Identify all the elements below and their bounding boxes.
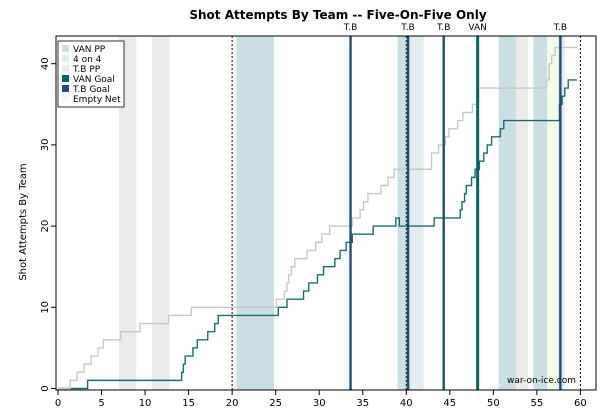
x-tick-label: 15 xyxy=(182,398,195,409)
x-tick-label: 5 xyxy=(98,398,104,409)
chart-title: Shot Attempts By Team -- Five-On-Five On… xyxy=(189,8,486,22)
x-tick-label: 10 xyxy=(139,398,152,409)
y-tick-label: 0 xyxy=(40,385,51,391)
y-tick-label: 10 xyxy=(40,301,51,314)
legend-swatch xyxy=(62,95,69,102)
legend-label: T.B PP xyxy=(72,65,101,75)
credit-label: war-on-ice.com xyxy=(507,376,576,386)
x-tick-label: 20 xyxy=(226,398,239,409)
region-tb-pp xyxy=(152,36,170,390)
legend-label: VAN Goal xyxy=(73,75,115,85)
x-tick-label: 45 xyxy=(443,398,456,409)
y-axis-label: Shot Attempts By Team xyxy=(18,163,29,280)
x-tick-label: 30 xyxy=(313,398,326,409)
legend-swatch xyxy=(62,85,69,92)
legend-swatch xyxy=(62,75,69,82)
goal-label: VAN xyxy=(468,23,486,33)
x-tick-label: 55 xyxy=(530,398,543,409)
x-tick-label: 40 xyxy=(400,398,413,409)
goal-label: T.B xyxy=(400,23,414,33)
tb-attempts-line xyxy=(58,46,577,390)
goal-label: T.B xyxy=(553,23,567,33)
goal-label: T.B xyxy=(436,23,450,33)
y-tick-label: 30 xyxy=(40,139,51,152)
x-tick-label: 0 xyxy=(55,398,61,409)
legend-label: Empty Net xyxy=(73,95,121,105)
x-tick-label: 25 xyxy=(269,398,282,409)
legend-label: VAN PP xyxy=(73,45,106,55)
legend-swatch xyxy=(62,65,69,72)
period-breaks xyxy=(231,36,581,390)
y-tick-label: 40 xyxy=(40,57,51,70)
series-lines xyxy=(58,46,577,390)
x-tick-label: 35 xyxy=(356,398,369,409)
x-tick-label: 60 xyxy=(574,398,587,409)
region-van-pp xyxy=(498,36,516,390)
legend-label: 4 on 4 xyxy=(73,55,102,65)
plot-frame xyxy=(55,35,597,391)
x-tick-label: 50 xyxy=(487,398,500,409)
x-axis-ticks: 0 5 10 15 20 25 30 35 40 45 50 55 60 xyxy=(55,390,587,409)
region-four-on-four xyxy=(410,36,424,390)
goal-label: T.B xyxy=(343,23,357,33)
van-attempts-line xyxy=(58,79,577,390)
region-tb-pp xyxy=(515,36,529,390)
y-tick-label: 20 xyxy=(40,220,51,233)
region-van-pp xyxy=(533,36,548,390)
legend-swatch xyxy=(62,45,69,52)
goal-markers: T.B T.B T.B VAN T.B xyxy=(343,23,567,390)
region-empty-net xyxy=(547,36,558,390)
y-axis-ticks: 0 10 20 30 40 xyxy=(40,57,56,392)
legend-swatch xyxy=(62,55,69,62)
legend-label: T.B Goal xyxy=(72,85,110,95)
region-van-pp xyxy=(236,36,274,390)
region-tb-pp xyxy=(118,36,137,390)
